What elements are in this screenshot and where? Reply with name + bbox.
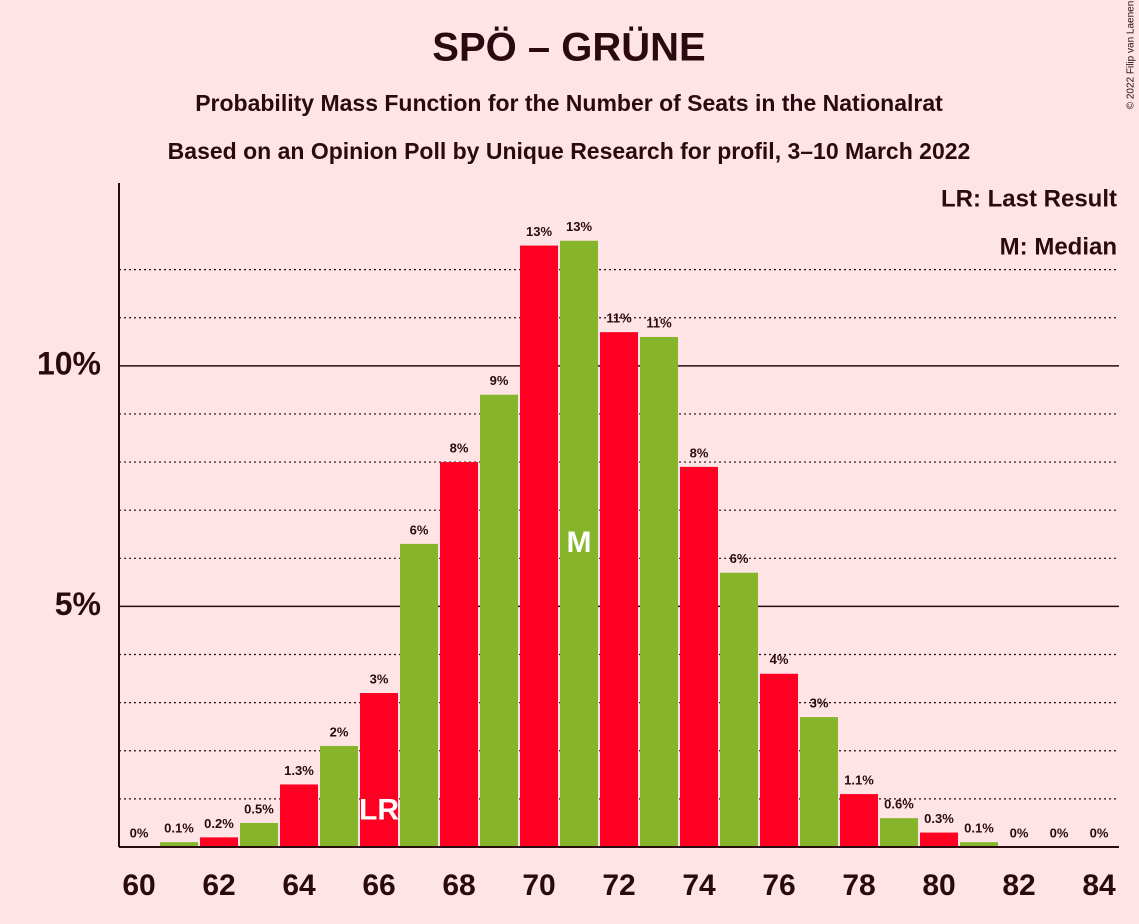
bar (920, 832, 958, 847)
value-label: 2% (330, 724, 349, 739)
value-label: 6% (410, 522, 429, 537)
bar (520, 245, 558, 847)
bar-annotation: M (567, 526, 592, 559)
x-tick-label: 82 (1002, 869, 1035, 902)
chart-subtitle: Probability Mass Function for the Number… (195, 90, 943, 116)
x-tick-label: 62 (202, 869, 235, 902)
value-label: 13% (566, 219, 592, 234)
value-label: 0.2% (204, 816, 234, 831)
bar-annotation: LR (359, 794, 399, 827)
chart-title: SPÖ – GRÜNE (432, 25, 705, 70)
bar (280, 784, 318, 847)
x-tick-label: 74 (682, 869, 716, 902)
value-label: 3% (810, 696, 829, 711)
bar (640, 336, 678, 847)
bar (760, 673, 798, 847)
x-tick-label: 84 (1082, 869, 1116, 902)
x-tick-label: 72 (602, 869, 635, 902)
x-tick-label: 60 (122, 869, 155, 902)
value-label: 0% (1050, 825, 1069, 840)
value-label: 0% (130, 825, 149, 840)
bar (800, 717, 838, 847)
bar (360, 693, 398, 847)
value-label: 0% (1010, 825, 1029, 840)
value-label: 8% (450, 441, 469, 456)
value-label: 6% (730, 551, 749, 566)
bar (960, 842, 998, 847)
x-tick-label: 64 (282, 869, 316, 902)
bar (200, 837, 238, 847)
bar (440, 462, 478, 847)
value-label: 11% (646, 315, 672, 330)
y-tick-label: 5% (55, 586, 101, 622)
bar (400, 543, 438, 847)
value-label: 1.1% (844, 773, 874, 788)
x-tick-label: 78 (842, 869, 875, 902)
legend-entry: M: Median (1000, 233, 1117, 260)
x-tick-label: 80 (922, 869, 955, 902)
value-label: 0.6% (884, 797, 914, 812)
bar (840, 794, 878, 847)
value-label: 3% (370, 671, 389, 686)
x-tick-label: 76 (762, 869, 795, 902)
bar (880, 818, 918, 847)
value-label: 8% (690, 445, 709, 460)
bar (600, 332, 638, 847)
value-label: 0.5% (244, 801, 274, 816)
bar (720, 572, 758, 847)
bar (320, 745, 358, 847)
bar (680, 466, 718, 847)
value-label: 9% (490, 373, 509, 388)
x-tick-label: 70 (522, 869, 555, 902)
value-label: 4% (770, 652, 789, 667)
value-label: 13% (526, 224, 552, 239)
value-label: 11% (606, 311, 632, 326)
chart-subtitle: Based on an Opinion Poll by Unique Resea… (168, 138, 971, 164)
x-tick-label: 68 (442, 869, 475, 902)
legend-entry: LR: Last Result (941, 185, 1117, 212)
copyright: © 2022 Filip van Laenen (1126, 1, 1137, 110)
bar (160, 842, 198, 847)
bar (560, 240, 598, 847)
value-label: 0.1% (164, 821, 194, 836)
bar (240, 822, 278, 847)
value-label: 0.3% (924, 811, 954, 826)
x-tick-label: 66 (362, 869, 395, 902)
value-label: 0% (1090, 825, 1109, 840)
value-label: 1.3% (284, 763, 314, 778)
bar (480, 394, 518, 847)
y-tick-label: 10% (37, 345, 101, 381)
value-label: 0.1% (964, 821, 994, 836)
